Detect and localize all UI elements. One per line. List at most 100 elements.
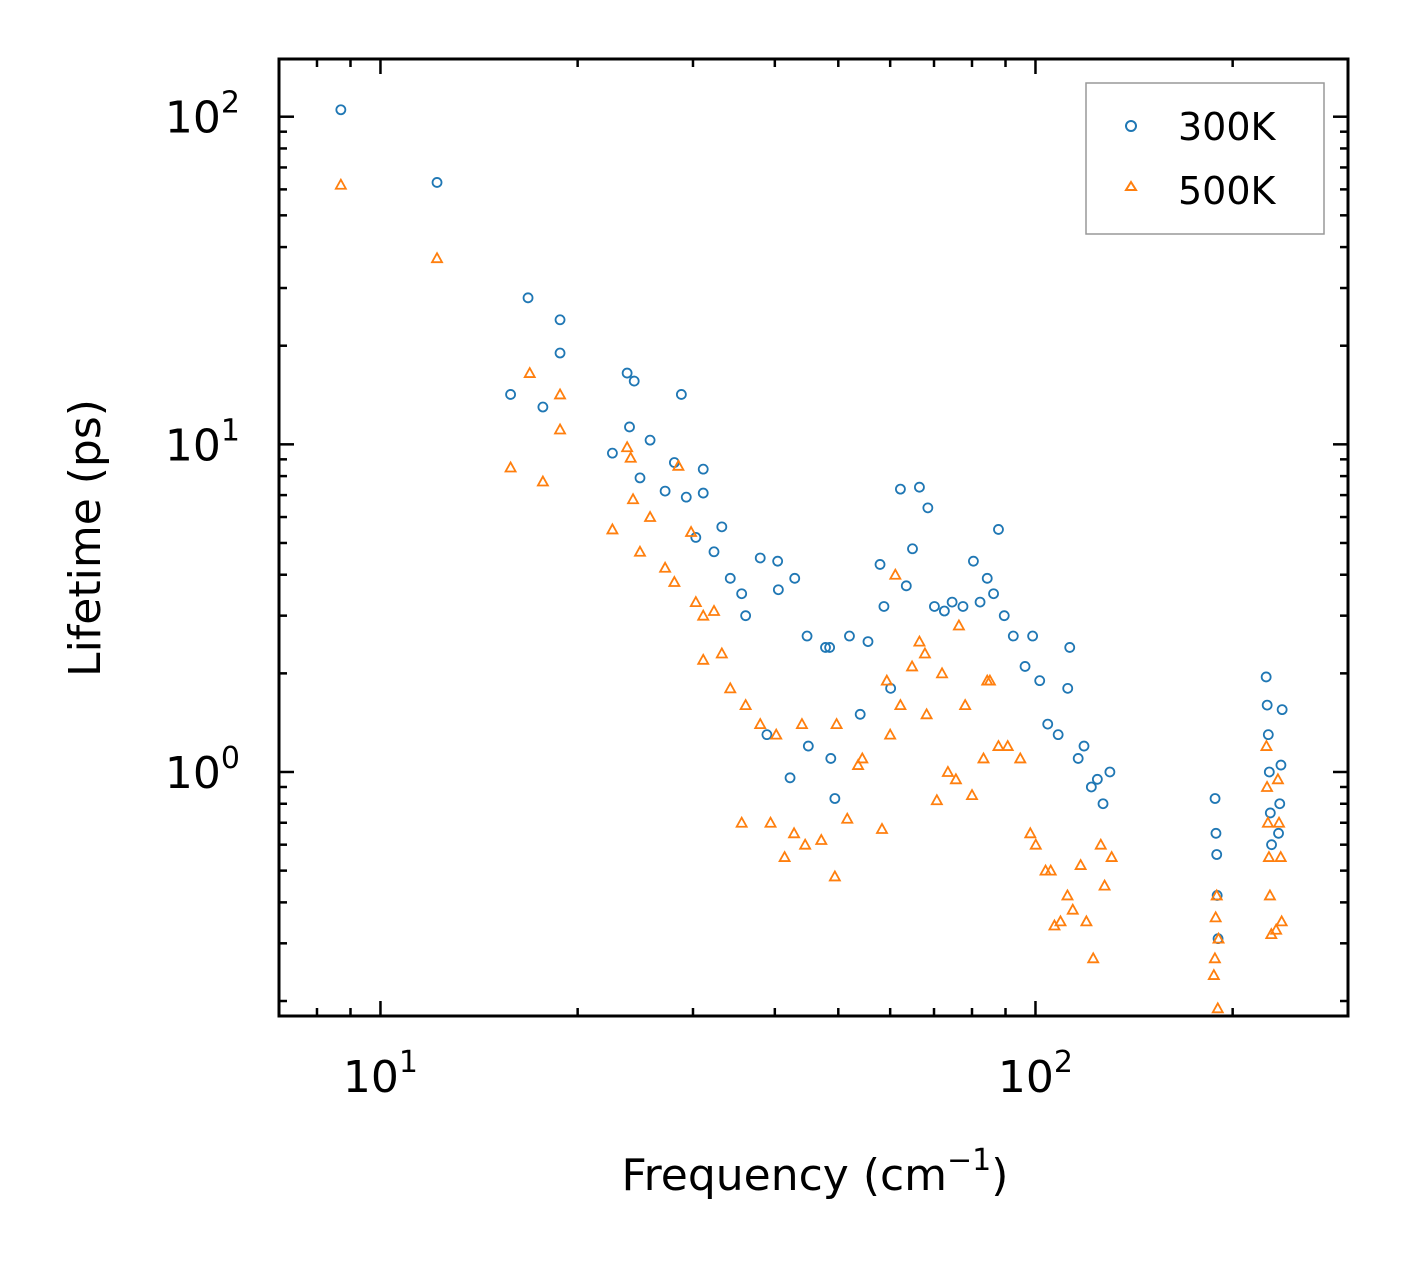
point-300k: [981, 572, 993, 584]
point-300k: [974, 596, 986, 608]
legend-500k-marker: [1124, 180, 1138, 191]
point-500k: [1001, 739, 1015, 751]
point-300k: [554, 347, 566, 359]
point-500k: [851, 758, 865, 770]
point-300k: [874, 559, 886, 570]
point-300k: [644, 434, 656, 446]
point-500k: [643, 510, 657, 522]
point-500k: [935, 666, 949, 679]
point-300k: [914, 481, 925, 493]
x-tick-label: 101: [343, 1045, 418, 1103]
point-300k: [690, 531, 702, 543]
point-500k: [905, 659, 919, 672]
point-500k: [523, 366, 537, 378]
point-300k: [697, 487, 709, 499]
legend-300k-marker: [1125, 120, 1137, 132]
point-500k: [430, 251, 444, 264]
x-tick-label: 102: [998, 1045, 1073, 1103]
point-300k: [522, 292, 534, 304]
point-500k: [795, 717, 809, 730]
point-500k: [1086, 951, 1100, 964]
point-500k: [976, 751, 991, 764]
point-500k: [1209, 910, 1223, 923]
point-500k: [991, 739, 1006, 751]
point-300k: [659, 485, 671, 497]
point-500k: [1269, 922, 1283, 935]
point-300k: [802, 740, 814, 752]
point-300k: [968, 555, 979, 567]
point-500k: [658, 560, 672, 573]
point-500k: [1060, 888, 1074, 901]
point-500k: [912, 634, 926, 647]
series-500k-points: [334, 177, 1289, 1014]
point-300k: [708, 546, 720, 558]
series-300k-points: [335, 104, 1288, 945]
point-500k: [949, 772, 963, 785]
plot-frame: [277, 57, 1350, 1018]
point-500k: [880, 673, 894, 686]
major-ticks: [279, 59, 1348, 1016]
point-300k: [772, 555, 784, 567]
legend-500k-label: 500K: [1178, 169, 1277, 213]
point-500k: [707, 604, 721, 616]
point-500k: [626, 492, 640, 505]
point-500k: [624, 450, 638, 463]
point-500k: [1260, 780, 1274, 792]
point-500k: [723, 681, 737, 694]
point-500k: [1210, 888, 1224, 901]
point-300k: [900, 580, 912, 592]
point-300k: [772, 584, 784, 596]
point-500k: [1066, 902, 1080, 915]
point-300k: [431, 177, 443, 188]
point-300k: [895, 483, 906, 495]
point-300k: [1042, 718, 1054, 730]
point-500k: [1023, 826, 1037, 839]
point-300k: [1034, 675, 1046, 687]
point-500k: [1208, 951, 1222, 964]
point-300k: [1263, 766, 1275, 778]
point-500k: [787, 826, 801, 839]
point-500k: [875, 822, 889, 834]
point-300k: [829, 793, 841, 804]
point-300k: [628, 375, 640, 387]
point-500k: [1211, 931, 1226, 944]
point-500k: [1098, 878, 1112, 891]
point-300k: [1274, 798, 1286, 810]
point-300k: [697, 463, 709, 475]
point-300k: [1266, 839, 1277, 851]
point-300k: [946, 596, 958, 608]
point-500k: [1272, 815, 1286, 828]
point-500k: [504, 460, 518, 473]
point-500k: [1274, 850, 1288, 862]
y-axis-label: Lifetime (ps): [60, 399, 111, 677]
point-500k: [920, 707, 934, 720]
point-500k: [930, 793, 944, 806]
point-300k: [1211, 849, 1223, 860]
point-300k: [1027, 630, 1039, 642]
point-300k: [1275, 759, 1287, 771]
point-500k: [888, 567, 902, 580]
point-500k: [893, 698, 907, 711]
legend-box: [1085, 82, 1325, 235]
point-300k: [675, 389, 687, 400]
point-500k: [671, 458, 685, 471]
point-300k: [1264, 807, 1276, 819]
point-500k: [883, 727, 897, 740]
point-500k: [763, 815, 778, 828]
point-300k: [907, 543, 918, 555]
point-300k: [1273, 827, 1284, 839]
point-500k: [553, 422, 567, 435]
point-300k: [716, 521, 728, 533]
point-500k: [1263, 888, 1277, 901]
point-500k: [965, 788, 979, 801]
point-500k: [605, 522, 619, 535]
point-500k: [814, 833, 828, 845]
point-300k: [1210, 827, 1222, 839]
point-300k: [1052, 729, 1064, 741]
point-500k: [735, 815, 749, 828]
point-300k: [1209, 793, 1221, 804]
point-500k: [553, 387, 567, 400]
point-500k: [684, 525, 698, 537]
point-500k: [798, 837, 812, 850]
point-300k: [537, 401, 549, 413]
